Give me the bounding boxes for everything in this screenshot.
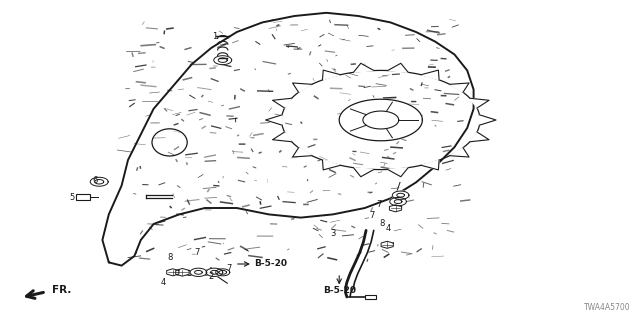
- Polygon shape: [273, 132, 292, 142]
- Polygon shape: [388, 168, 408, 177]
- Polygon shape: [176, 268, 189, 276]
- Text: 7: 7: [376, 200, 381, 209]
- Polygon shape: [216, 269, 230, 276]
- Polygon shape: [388, 63, 408, 72]
- Polygon shape: [323, 160, 340, 170]
- Text: 2: 2: [209, 272, 214, 281]
- Polygon shape: [421, 160, 439, 170]
- Polygon shape: [190, 268, 207, 276]
- Polygon shape: [292, 148, 312, 157]
- Polygon shape: [450, 83, 469, 92]
- Polygon shape: [206, 268, 223, 276]
- Polygon shape: [90, 177, 108, 186]
- Text: 7: 7: [227, 264, 232, 273]
- Polygon shape: [389, 205, 402, 212]
- Polygon shape: [363, 111, 399, 129]
- Polygon shape: [205, 269, 218, 276]
- Polygon shape: [450, 148, 469, 157]
- Text: 7: 7: [370, 211, 375, 220]
- Text: TWA4A5700: TWA4A5700: [584, 303, 630, 312]
- Polygon shape: [470, 98, 489, 108]
- Text: 1: 1: [212, 32, 217, 41]
- Text: 5: 5: [69, 193, 74, 202]
- Bar: [76, 194, 90, 200]
- Polygon shape: [392, 191, 409, 199]
- Bar: [365, 295, 376, 299]
- Polygon shape: [292, 83, 312, 92]
- Text: B-5-20: B-5-20: [323, 286, 356, 295]
- Text: 3: 3: [330, 229, 335, 238]
- Text: 8: 8: [167, 253, 172, 262]
- Text: B-5-20: B-5-20: [254, 260, 287, 268]
- Polygon shape: [214, 56, 232, 65]
- Polygon shape: [479, 115, 496, 125]
- Text: 8: 8: [380, 219, 385, 228]
- Polygon shape: [390, 197, 406, 206]
- Polygon shape: [266, 115, 282, 125]
- Polygon shape: [273, 98, 292, 108]
- Polygon shape: [421, 70, 439, 80]
- Text: 7: 7: [195, 248, 200, 257]
- Text: 4: 4: [386, 224, 391, 233]
- Polygon shape: [339, 99, 422, 141]
- Polygon shape: [470, 132, 489, 142]
- Polygon shape: [102, 13, 474, 266]
- Text: FR.: FR.: [52, 285, 72, 295]
- Text: 6: 6: [92, 176, 97, 185]
- Polygon shape: [323, 70, 340, 80]
- Polygon shape: [166, 269, 179, 276]
- Polygon shape: [381, 241, 394, 248]
- Text: 4: 4: [161, 278, 166, 287]
- Polygon shape: [353, 168, 374, 177]
- Polygon shape: [353, 63, 374, 72]
